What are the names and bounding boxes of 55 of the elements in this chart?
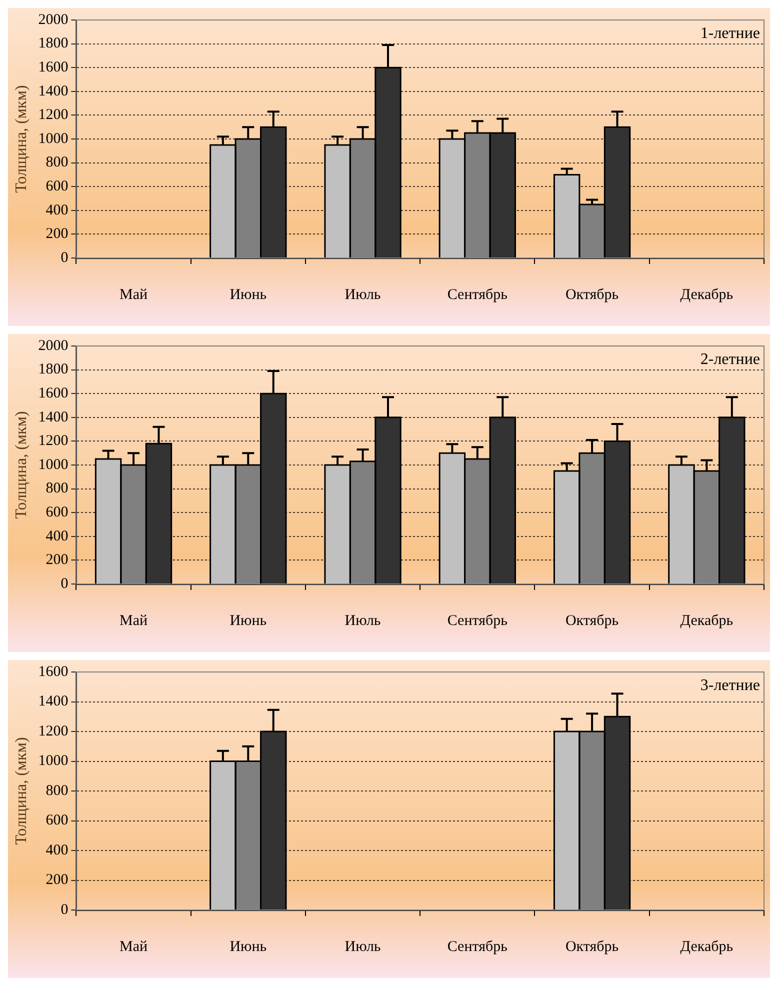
- y-tick-label: 0: [60, 250, 68, 266]
- x-tick-label: Октябрь: [565, 286, 619, 303]
- y-tick-label: 600: [46, 178, 68, 195]
- y-tick-label: 400: [46, 528, 68, 544]
- x-tick-label: Июнь: [230, 938, 267, 955]
- y-tick-label: 1200: [38, 433, 68, 450]
- x-tick-label: Сентябрь: [447, 938, 508, 955]
- annotation: 1-летние: [700, 25, 760, 42]
- y-tick-label: 200: [46, 872, 68, 888]
- x-tick-label: Май: [120, 612, 148, 629]
- y-tick-label: 400: [46, 202, 68, 218]
- x-tick-label: Сентябрь: [447, 612, 508, 629]
- y-tick-label: 1400: [38, 409, 68, 426]
- y-axis-title: Толщина, (мкм): [12, 85, 30, 193]
- x-tick-label: Июнь: [230, 612, 267, 629]
- y-tick-label: 1000: [38, 753, 68, 770]
- y-tick-label: 800: [46, 480, 68, 497]
- y-tick-label: 1000: [38, 130, 68, 147]
- x-tick-label: Июль: [344, 286, 381, 303]
- annotation: 3-летние: [700, 677, 760, 694]
- y-tick-label: 1600: [38, 60, 68, 76]
- x-tick-label: Июль: [344, 938, 381, 955]
- y-tick-label: 2000: [38, 338, 68, 354]
- y-tick-label: 600: [46, 504, 68, 521]
- y-tick-label: 1600: [38, 386, 68, 402]
- x-tick-label: Декабрь: [680, 938, 734, 955]
- x-tick-label: Май: [120, 286, 148, 303]
- y-tick-label: 1200: [38, 107, 68, 124]
- y-tick-label: 1600: [38, 664, 68, 680]
- y-tick-label: 200: [46, 226, 68, 242]
- x-tick-label: Октябрь: [565, 938, 619, 955]
- x-tick-label: Октябрь: [565, 612, 619, 629]
- y-tick-label: 2000: [38, 12, 68, 28]
- annotation: 2-летние: [700, 351, 760, 368]
- y-axis-title: Толщина, (мкм): [12, 737, 30, 845]
- x-tick-label: Декабрь: [680, 286, 734, 303]
- y-tick-label: 1000: [38, 456, 68, 473]
- y-tick-label: 0: [60, 576, 68, 592]
- y-tick-label: 1400: [38, 83, 68, 100]
- x-tick-label: Июль: [344, 612, 381, 629]
- y-axis-title: Толщина, (мкм): [12, 411, 30, 519]
- y-tick-label: 0: [60, 902, 68, 918]
- y-tick-label: 800: [46, 154, 68, 171]
- y-tick-label: 1400: [38, 694, 68, 710]
- x-tick-label: Декабрь: [680, 612, 734, 629]
- x-tick-label: Июнь: [230, 286, 267, 303]
- y-tick-label: 1800: [38, 36, 68, 52]
- y-tick-label: 1800: [38, 362, 68, 378]
- y-tick-label: 200: [46, 552, 68, 568]
- y-tick-label: 800: [46, 782, 68, 799]
- y-tick-label: 400: [46, 842, 68, 858]
- y-tick-label: 1200: [38, 723, 68, 740]
- y-tick-label: 600: [46, 812, 68, 829]
- x-tick-label: Сентябрь: [447, 286, 508, 303]
- x-tick-label: Май: [120, 938, 148, 955]
